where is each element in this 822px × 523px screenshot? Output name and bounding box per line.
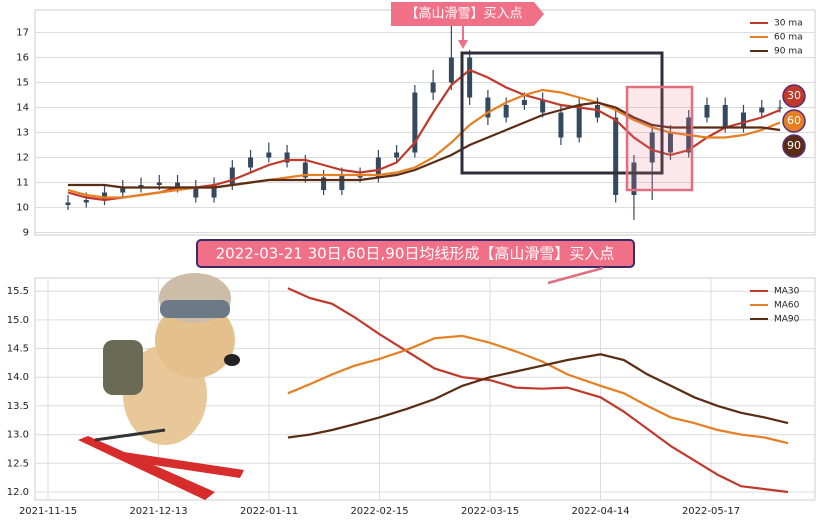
candle-body xyxy=(740,112,746,128)
legend-label: MA30 xyxy=(774,287,800,297)
candle-body xyxy=(704,105,710,118)
annotation-arrowhead xyxy=(458,40,468,49)
y-tick-label: 11 xyxy=(16,178,29,189)
x-tick-label: 2022-03-15 xyxy=(461,506,519,517)
x-tick-label: 2022-04-14 xyxy=(571,506,629,517)
y-tick-label: 16 xyxy=(16,53,29,64)
candle-body xyxy=(722,105,728,128)
y-tick-label: 14.5 xyxy=(7,344,29,355)
end-marker xyxy=(782,84,806,108)
candle-body xyxy=(394,152,400,158)
y-tick-label: 14.0 xyxy=(7,372,29,383)
legend-label: 60 ma xyxy=(774,33,803,43)
candle-body xyxy=(503,105,509,118)
y-tick-label: 10 xyxy=(16,203,29,214)
candle-body xyxy=(375,157,381,178)
candle-body xyxy=(558,112,564,138)
candle-body xyxy=(248,157,254,168)
candle-body xyxy=(156,182,162,185)
x-tick-label: 2021-12-13 xyxy=(129,506,187,517)
y-tick-label: 15.5 xyxy=(7,286,29,297)
candle-body xyxy=(667,132,673,153)
y-tick-label: 12.5 xyxy=(7,458,29,469)
ma-line xyxy=(287,287,789,494)
candle-body xyxy=(430,82,436,93)
candle-body xyxy=(284,152,290,163)
candle-body xyxy=(777,107,783,109)
x-tick-label: 2022-05-17 xyxy=(682,506,740,517)
candle-body xyxy=(412,92,418,153)
y-tick-label: 13.0 xyxy=(7,430,29,441)
annotation-tag xyxy=(391,2,544,26)
end-marker xyxy=(782,109,806,133)
legend-label: 30 ma xyxy=(774,19,803,29)
x-tick-label: 2022-02-15 xyxy=(350,506,408,517)
candle-body xyxy=(759,107,765,113)
candle-body xyxy=(83,200,89,203)
big-annotation-text: 2022-03-21 30日,60日,90日均线形成【高山滑雪】买入点 xyxy=(216,245,615,263)
y-tick-label: 12.0 xyxy=(7,487,29,498)
candle-body xyxy=(448,57,454,83)
candle-body xyxy=(321,177,327,190)
ski-dog-illustration xyxy=(78,273,244,500)
legend-label: MA90 xyxy=(774,315,800,325)
y-tick-label: 15.0 xyxy=(7,315,29,326)
ma-line xyxy=(287,334,789,445)
candle-body xyxy=(102,192,108,200)
legend-label: 90 ma xyxy=(774,47,803,57)
end-marker-label: 90 xyxy=(787,139,801,152)
end-marker xyxy=(782,134,806,158)
candle-body xyxy=(357,175,363,178)
end-marker-label: 60 xyxy=(787,114,801,127)
y-tick-label: 9 xyxy=(23,228,29,239)
annotation-text: 【高山滑雪】买入点 xyxy=(405,6,522,22)
candle-body xyxy=(576,105,582,138)
candle-body xyxy=(193,187,199,198)
candle-body xyxy=(631,162,637,195)
candle-body xyxy=(175,182,181,188)
candle-body xyxy=(266,152,272,158)
candle-body xyxy=(467,57,473,98)
end-marker-label: 30 xyxy=(787,89,801,102)
candle-body xyxy=(485,97,491,118)
x-tick-label: 2022-01-11 xyxy=(240,506,298,517)
candle-body xyxy=(649,132,655,163)
top-plot xyxy=(34,9,816,236)
candle-body xyxy=(613,117,619,195)
x-tick-label: 2021-11-15 xyxy=(19,506,77,517)
y-tick-label: 17 xyxy=(16,28,29,39)
big-annotation-box xyxy=(196,239,635,268)
y-tick-label: 13 xyxy=(16,128,29,139)
y-tick-label: 14 xyxy=(16,103,29,114)
y-tick-label: 13.5 xyxy=(7,401,29,412)
candle-body xyxy=(65,202,71,205)
y-tick-label: 15 xyxy=(16,78,29,89)
candle-body xyxy=(138,185,144,188)
candle-body xyxy=(302,162,308,178)
legend-label: MA60 xyxy=(774,301,800,311)
candle-body xyxy=(540,100,546,113)
big-annotation-arrow xyxy=(547,266,604,285)
candle-body xyxy=(229,167,235,185)
candle-body xyxy=(339,175,345,190)
buy-zone-box xyxy=(625,85,694,192)
candle-body xyxy=(521,100,527,105)
ma-line xyxy=(287,353,789,439)
candle-body xyxy=(120,187,126,193)
candle-body xyxy=(211,185,217,198)
y-tick-label: 12 xyxy=(16,153,29,164)
highlight-box xyxy=(460,51,664,175)
